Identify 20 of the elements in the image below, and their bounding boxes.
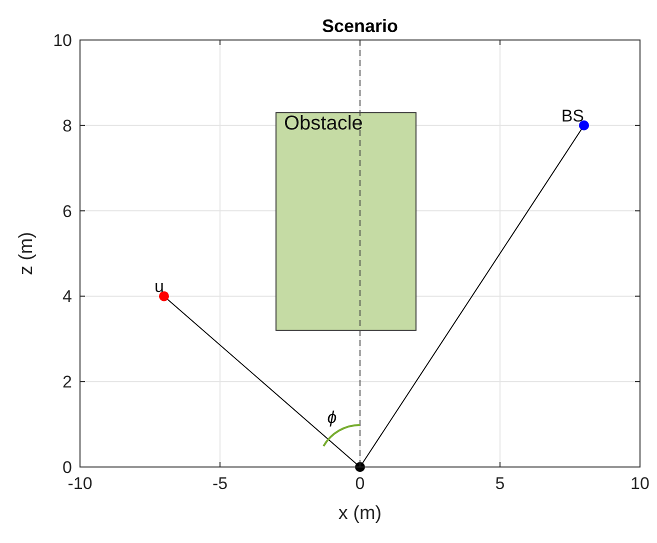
y-tick-label: 6 bbox=[62, 202, 72, 221]
y-tick-label: 10 bbox=[53, 31, 72, 50]
annotation: Obstacle bbox=[284, 112, 363, 135]
chart-title: Scenario bbox=[322, 16, 398, 36]
annotation: ϕ bbox=[327, 408, 337, 427]
x-tick-label: 10 bbox=[630, 474, 650, 493]
x-axis-title: x (m) bbox=[338, 503, 382, 524]
point bbox=[159, 291, 169, 302]
point bbox=[579, 120, 589, 130]
y-tick-label: 2 bbox=[62, 372, 72, 392]
x-tick-label: 0 bbox=[355, 474, 365, 493]
y-tick-label: 8 bbox=[62, 116, 72, 136]
annotation: u bbox=[154, 277, 164, 296]
annotation: BS bbox=[561, 106, 584, 126]
x-tick-label: -10 bbox=[68, 474, 92, 493]
y-tick-label: 0 bbox=[62, 458, 72, 477]
y-axis-title: z (m) bbox=[16, 232, 37, 276]
x-tick-label: 5 bbox=[495, 474, 505, 493]
x-tick-label: -5 bbox=[212, 474, 228, 493]
y-tick-label: 4 bbox=[62, 287, 72, 306]
